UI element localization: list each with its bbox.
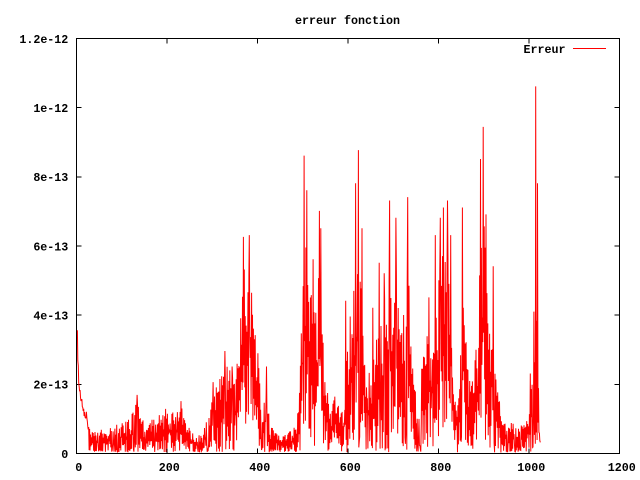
svg-text:8e-13: 8e-13 (33, 171, 68, 185)
svg-text:1.2e-12: 1.2e-12 (19, 33, 68, 47)
svg-text:600: 600 (340, 461, 361, 475)
svg-text:erreur fonction: erreur fonction (295, 14, 400, 28)
svg-text:1e-12: 1e-12 (33, 102, 68, 116)
svg-text:400: 400 (249, 461, 270, 475)
svg-text:0: 0 (61, 448, 68, 462)
svg-text:2e-13: 2e-13 (33, 379, 68, 393)
svg-text:200: 200 (159, 461, 180, 475)
svg-text:6e-13: 6e-13 (33, 240, 68, 254)
svg-text:800: 800 (430, 461, 451, 475)
svg-text:1200: 1200 (608, 461, 636, 475)
svg-text:4e-13: 4e-13 (33, 309, 68, 323)
svg-text:0: 0 (75, 461, 82, 475)
svg-text:Erreur: Erreur (524, 43, 566, 57)
svg-text:1000: 1000 (517, 461, 545, 475)
